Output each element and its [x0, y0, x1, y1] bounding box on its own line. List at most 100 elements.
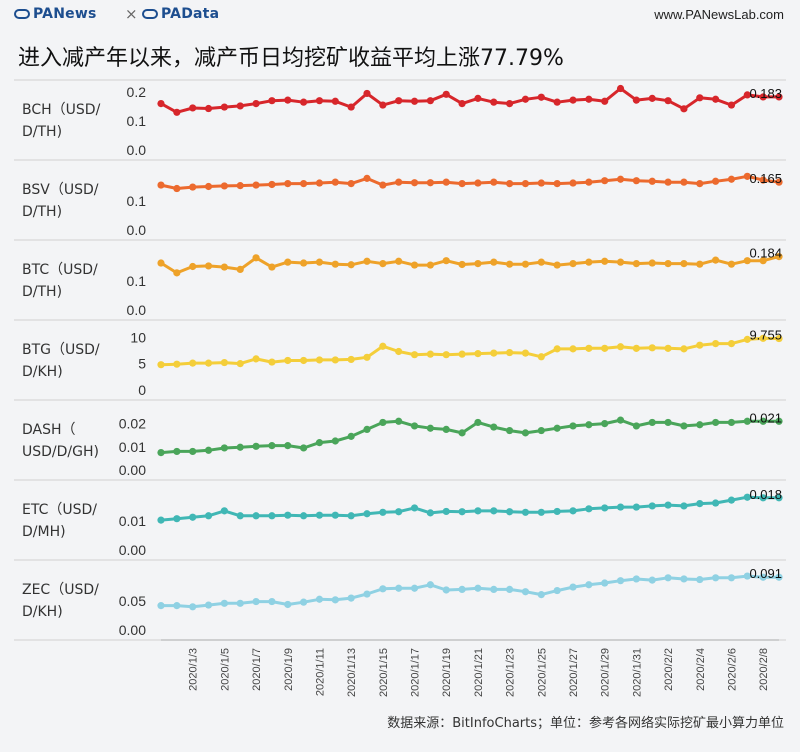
- data-point: [680, 345, 688, 353]
- data-point: [252, 355, 260, 363]
- padata-logo-icon: [142, 9, 158, 19]
- data-point: [220, 263, 228, 271]
- data-point: [585, 344, 593, 352]
- data-point: [284, 442, 292, 450]
- data-point: [331, 97, 339, 105]
- data-point: [664, 344, 672, 352]
- data-point: [521, 349, 530, 357]
- data-point: [759, 257, 767, 265]
- y-tick-label: 0.00: [119, 622, 146, 638]
- panel-label-line: USD/D/GH): [22, 444, 99, 460]
- data-point: [712, 340, 720, 348]
- data-point: [268, 358, 276, 366]
- data-point: [712, 499, 720, 507]
- data-point: [664, 97, 672, 105]
- data-point: [537, 508, 545, 516]
- x-tick-label: 2020/1/19: [441, 648, 453, 697]
- x-tick-label: 2020/1/11: [314, 648, 326, 696]
- data-point: [648, 418, 656, 427]
- data-point: [173, 447, 181, 456]
- data-point: [426, 424, 434, 432]
- data-point: [537, 426, 545, 435]
- data-point: [268, 180, 276, 189]
- x-tick-label: 2020/1/15: [378, 648, 390, 697]
- panel-label-line: D/TH): [22, 284, 62, 300]
- data-point: [204, 359, 213, 367]
- y-tick-label: 0.1: [127, 113, 147, 129]
- data-point: [585, 421, 593, 429]
- data-point: [727, 101, 736, 109]
- data-point: [442, 90, 450, 98]
- x-tick-label: 2020/1/23: [505, 648, 517, 697]
- data-point: [220, 358, 228, 367]
- y-tick-label: 0.1: [127, 273, 147, 289]
- data-point: [220, 444, 228, 452]
- data-point: [331, 356, 339, 364]
- data-point: [648, 502, 656, 510]
- data-point: [616, 258, 625, 266]
- y-tick-label: 0.02: [119, 416, 146, 432]
- data-point: [189, 262, 197, 271]
- data-point: [474, 584, 482, 592]
- x-tick-label: 2020/2/4: [695, 648, 707, 691]
- data-point: [315, 511, 324, 519]
- data-point: [727, 340, 736, 348]
- data-point: [712, 256, 720, 264]
- data-point: [379, 342, 387, 350]
- data-point: [727, 418, 736, 427]
- data-point: [585, 581, 593, 589]
- data-point: [458, 260, 466, 269]
- data-point: [474, 507, 482, 515]
- data-point: [585, 178, 593, 186]
- data-point: [204, 104, 213, 113]
- data-point: [727, 496, 736, 504]
- data-point: [363, 353, 371, 361]
- data-point: [537, 258, 545, 266]
- data-point: [379, 508, 387, 516]
- data-point: [537, 591, 545, 599]
- data-point: [521, 95, 530, 103]
- data-point: [395, 97, 403, 105]
- x-tick-label: 2020/1/25: [536, 648, 548, 697]
- x-tick-label: 2020/1/21: [473, 648, 485, 697]
- data-point: [315, 97, 324, 105]
- data-point: [569, 583, 577, 591]
- data-point: [569, 179, 577, 187]
- data-point: [632, 503, 640, 511]
- data-point: [300, 444, 308, 452]
- data-point: [284, 258, 292, 266]
- data-point: [284, 600, 292, 609]
- x-tick-label: 2020/2/8: [758, 648, 770, 691]
- data-point: [300, 259, 308, 267]
- data-point: [458, 180, 466, 188]
- x-tick-label: 2020/1/29: [600, 648, 612, 697]
- data-point: [680, 502, 688, 510]
- data-point: [347, 261, 355, 269]
- data-point: [300, 598, 308, 606]
- data-point: [331, 437, 339, 445]
- data-point: [727, 260, 736, 268]
- data-point: [395, 584, 403, 592]
- y-tick-label: 0.2: [127, 84, 147, 100]
- data-point: [252, 100, 260, 108]
- data-point: [300, 98, 308, 106]
- data-point: [601, 97, 609, 105]
- data-point: [426, 97, 434, 105]
- panews-logo: PANews: [14, 6, 97, 22]
- data-point: [632, 177, 640, 185]
- data-point: [553, 507, 561, 516]
- data-point: [173, 360, 181, 368]
- data-point: [759, 494, 767, 502]
- end-value-label: 9.755: [749, 328, 782, 343]
- data-point: [521, 429, 530, 437]
- data-point: [363, 590, 371, 598]
- data-point: [236, 599, 244, 607]
- data-point: [331, 178, 339, 186]
- data-point: [616, 84, 625, 93]
- data-point: [204, 262, 213, 270]
- data-point: [363, 425, 371, 433]
- x-tick-label: 2020/1/31: [631, 648, 643, 697]
- data-point: [347, 103, 355, 111]
- data-point: [506, 100, 514, 108]
- data-point: [315, 179, 324, 187]
